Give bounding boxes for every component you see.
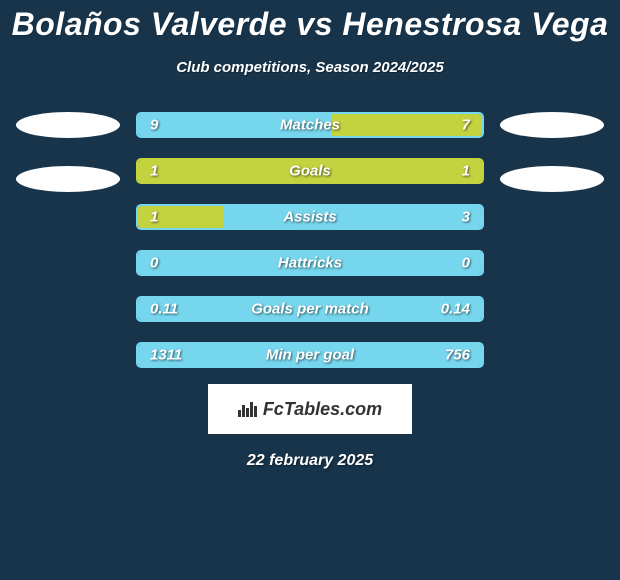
player-ellipse [500,112,604,138]
stat-right-value: 1 [462,163,470,180]
stat-left-value: 1 [150,209,158,226]
stats-container: Bolaños Valverde vs Henestrosa Vega Club… [0,0,620,580]
stat-left-value: 1 [150,163,158,180]
stat-bar: 0.11 0.14 Goals per match [136,296,484,322]
stats-bars: 9 7 Matches 1 1 Goals 1 3 Assists 0 0 Hattricks 0.11… [128,112,492,368]
player-ellipse [500,166,604,192]
date: 22 february 2025 [247,452,373,470]
chart-area: 9 7 Matches 1 1 Goals 1 3 Assists 0 0 Hattricks 0.11… [0,112,620,368]
stat-label: Goals per match [251,301,369,318]
player-ellipse [16,166,120,192]
stat-bar: 1 1 Goals [136,158,484,184]
stat-bar: 1 3 Assists [136,204,484,230]
bars-icon [238,402,257,417]
stat-label: Goals [289,163,331,180]
stat-label: Assists [283,209,336,226]
player-ellipse [16,112,120,138]
stat-bar: 1311 756 Min per goal [136,342,484,368]
stat-bar-right-fill [310,160,482,182]
stat-bar-left-fill [138,160,310,182]
stat-label: Hattricks [278,255,342,272]
footer-brand-text: FcTables.com [263,399,382,420]
stat-right-value: 7 [462,117,470,134]
stat-right-value: 756 [445,347,470,364]
left-player-col [8,112,128,220]
footer-brand-badge[interactable]: FcTables.com [208,384,412,434]
stat-label: Matches [280,117,340,134]
page-title: Bolaños Valverde vs Henestrosa Vega [12,6,609,43]
subtitle: Club competitions, Season 2024/2025 [176,59,444,76]
stat-left-value: 9 [150,117,158,134]
stat-bar-right-fill [224,206,482,228]
stat-bar: 0 0 Hattricks [136,250,484,276]
stat-bar-right-fill [331,114,482,136]
stat-right-value: 0.14 [441,301,470,318]
stat-label: Min per goal [266,347,354,364]
stat-left-value: 0 [150,255,158,272]
stat-bar: 9 7 Matches [136,112,484,138]
stat-right-value: 3 [462,209,470,226]
right-player-col [492,112,612,220]
stat-left-value: 0.11 [150,301,178,318]
stat-right-value: 0 [462,255,470,272]
stat-left-value: 1311 [150,347,182,364]
